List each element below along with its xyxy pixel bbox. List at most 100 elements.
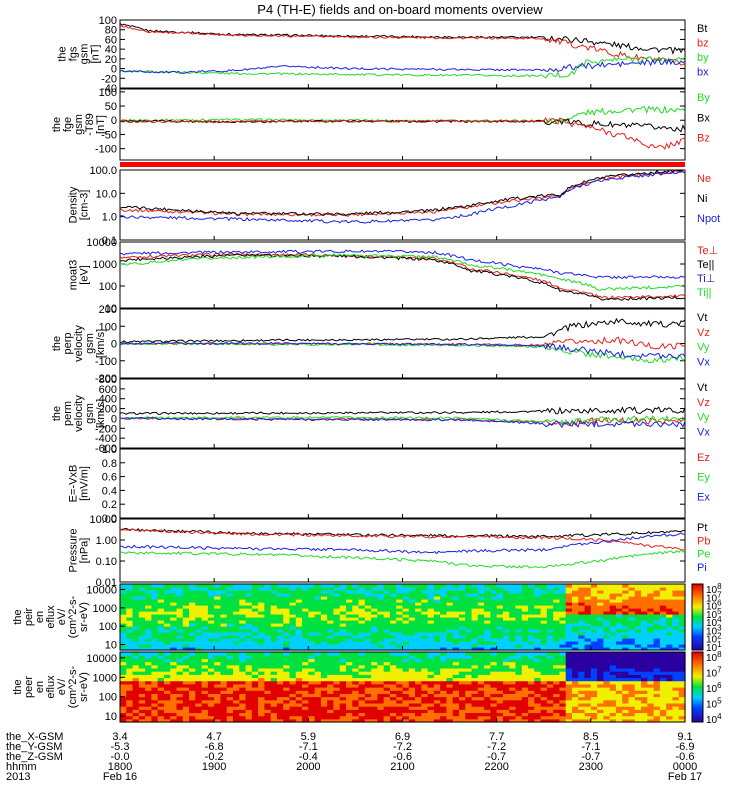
spectrogram-cell — [270, 632, 278, 636]
spectrogram-cell — [578, 593, 586, 597]
spectrogram-cell — [408, 617, 416, 621]
spectrogram-cell — [145, 709, 152, 714]
spectrogram-cell — [182, 674, 190, 679]
spectrogram-cell — [308, 661, 316, 666]
spectrogram-cell — [251, 658, 259, 663]
spectrogram-cell — [371, 611, 378, 615]
spectrogram-cell — [559, 641, 567, 645]
spectrogram-cell — [572, 680, 579, 685]
spectrogram-cell — [182, 635, 190, 639]
spectrogram-cell — [396, 617, 404, 621]
x-row-value: 4.7 — [207, 731, 222, 743]
spectrogram-cell — [515, 664, 523, 669]
spectrogram-cell — [239, 638, 247, 642]
spectrogram-cell — [176, 677, 184, 682]
spectrogram-cell — [251, 638, 259, 642]
spectrogram-cell — [383, 623, 391, 627]
spectrogram-cell — [383, 667, 391, 672]
spectrogram-cell — [214, 641, 222, 645]
spectrogram-cell — [295, 702, 303, 707]
spectrogram-cell — [628, 712, 636, 717]
spectrogram-cell — [302, 644, 309, 648]
legend-Ti: Ti⊥ — [697, 273, 715, 285]
spectrogram-cell — [590, 683, 598, 688]
spectrogram-cell — [308, 623, 316, 627]
spectrogram-cell — [572, 693, 579, 698]
spectrogram-cell — [647, 693, 655, 698]
spectrogram-cell — [641, 623, 648, 627]
spectrogram-cell — [502, 667, 510, 672]
spectrogram-cell — [465, 667, 473, 672]
spectrogram-cell — [371, 608, 378, 612]
spectrogram-cell — [245, 644, 253, 648]
spectrogram-cell — [546, 620, 554, 624]
spectrogram-cell — [502, 599, 510, 603]
spectrogram-cell — [515, 696, 523, 701]
y-tick-label: 100 — [99, 15, 117, 27]
spectrogram-cell — [220, 655, 228, 659]
spectrogram-cell — [270, 587, 278, 591]
spectrogram-cell — [270, 702, 278, 707]
spectrogram-cell — [258, 690, 265, 694]
spectrogram-cell — [415, 677, 422, 682]
spectrogram-cell — [339, 683, 347, 688]
spectrogram-cell — [220, 677, 228, 682]
spectrogram-cell — [459, 614, 466, 618]
spectrogram-cell — [120, 620, 127, 624]
spectrogram-cell — [264, 687, 272, 691]
y-tick-label: 100 — [99, 692, 117, 704]
spectrogram-cell — [189, 658, 196, 663]
spectrogram-cell — [452, 680, 460, 685]
spectrogram-cell — [540, 718, 548, 723]
spectrogram-cell — [534, 584, 542, 588]
spectrogram-cell — [333, 680, 341, 685]
spectrogram-cell — [609, 584, 617, 588]
spectrogram-cell — [609, 690, 617, 694]
spectrogram-cell — [289, 712, 297, 717]
spectrogram-cell — [320, 674, 328, 679]
spectrogram-cell — [528, 623, 535, 627]
spectrogram-cell — [452, 712, 460, 717]
spectrogram-cell — [120, 587, 127, 591]
spectrogram-cell — [295, 715, 303, 720]
spectrogram-cell — [459, 709, 466, 714]
spectrogram-cell — [647, 602, 655, 606]
spectrogram-cell — [490, 699, 498, 704]
spectrogram-cell — [521, 706, 529, 710]
spectrogram-cell — [578, 617, 586, 621]
spectrogram-cell — [509, 638, 517, 642]
spectrogram-cell — [678, 699, 686, 704]
spectrogram-cell — [327, 690, 335, 694]
spectrogram-cell — [415, 661, 422, 666]
spectrogram-cell — [427, 667, 435, 672]
spectrogram-cell — [226, 696, 234, 701]
spectrogram-cell — [509, 635, 517, 639]
spectrogram-cell — [534, 608, 542, 612]
spectrogram-cell — [352, 593, 360, 597]
spectrogram-cell — [622, 644, 630, 648]
spectrogram-cell — [628, 587, 636, 591]
spectrogram-cell — [484, 638, 491, 642]
spectrogram-cell — [201, 626, 209, 630]
spectrogram-cell — [276, 690, 284, 694]
spectrogram-cell — [189, 693, 196, 698]
spectrogram-cell — [295, 626, 303, 630]
spectrogram-cell — [270, 687, 278, 691]
spectrogram-cell — [590, 590, 598, 594]
spectrogram-cell — [371, 629, 378, 633]
spectrogram-cell — [132, 647, 140, 651]
colorbar-label: 108 — [706, 650, 722, 664]
spectrogram-cell — [565, 674, 573, 679]
spectrogram-cell — [182, 677, 190, 682]
spectrogram-cell — [415, 638, 422, 642]
legend-Ey: Ey — [697, 472, 710, 484]
spectrogram-cell — [352, 699, 360, 704]
spectrogram-cell — [471, 584, 479, 588]
spectrogram-cell — [383, 699, 391, 704]
spectrogram-cell — [471, 599, 479, 603]
spectrogram-cell — [666, 608, 674, 612]
spectrogram-cell — [415, 617, 422, 621]
spectrogram-cell — [427, 655, 435, 659]
spectrogram-cell — [421, 632, 429, 636]
spectrogram-cell — [521, 587, 529, 591]
